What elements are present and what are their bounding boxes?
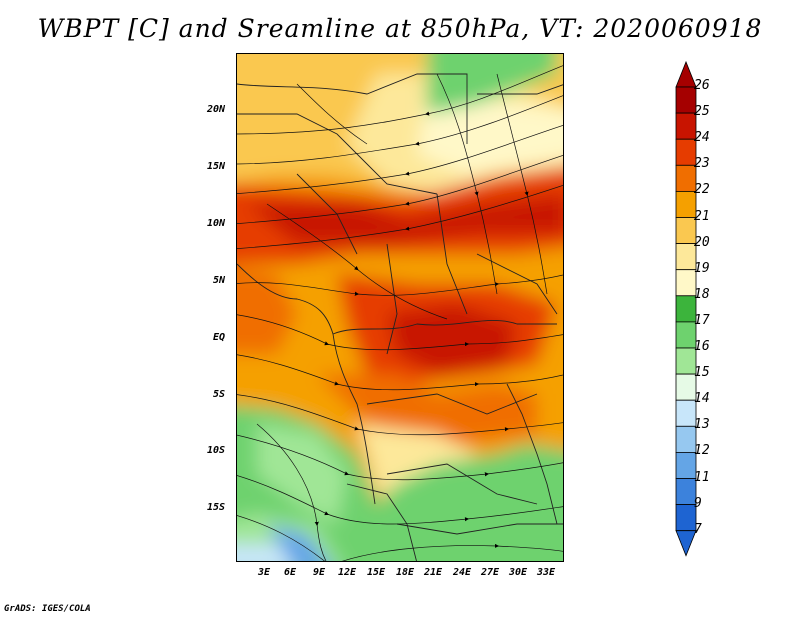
colorbar-label: 14	[694, 391, 710, 407]
colorbar-label: 7	[694, 521, 702, 537]
lat-label: 15S	[207, 502, 226, 513]
colorbar-swatch	[675, 451, 697, 479]
lon-label: 33E	[537, 567, 556, 578]
colorbar-label: 16	[694, 339, 710, 354]
lon-label: 18E	[396, 567, 415, 578]
colorbar-swatch	[675, 321, 697, 349]
colorbar-swatch	[675, 347, 697, 375]
lat-label: EQ	[213, 332, 226, 343]
colorbar-label: 23	[694, 156, 710, 172]
colorbar-swatch	[675, 112, 697, 140]
grads-credit: GrADS: IGES/COLA	[4, 604, 91, 614]
lat-label: 15N	[207, 161, 226, 172]
colorbar-swatch	[675, 164, 697, 192]
plot-title: WBPT [C] and Sreamline at 850hPa, VT: 20…	[37, 14, 763, 43]
colorbar-top-arrow	[675, 60, 697, 88]
streamlines	[237, 65, 563, 561]
colorbar-swatch	[675, 243, 697, 271]
lon-label: 24E	[453, 567, 472, 578]
lon-label: 3E	[258, 567, 271, 578]
colorbar-swatch	[675, 190, 697, 218]
colorbar-label: 18	[694, 286, 710, 302]
colorbar-swatch	[675, 217, 697, 245]
colorbar-bottom-arrow	[675, 530, 697, 557]
colorbar-swatch	[675, 425, 697, 453]
weather-map	[236, 53, 564, 562]
colorbar-swatch	[675, 399, 697, 427]
colorbar-label: 20	[694, 234, 710, 250]
colorbar-label: 22	[694, 182, 710, 198]
map-field	[237, 54, 563, 561]
colorbar-swatch	[675, 373, 697, 401]
lon-label: 6E	[284, 567, 297, 578]
lon-label: 15E	[367, 567, 386, 578]
lat-label: 20N	[207, 104, 226, 115]
colorbar-swatch	[675, 138, 697, 166]
colorbar-label: 13	[694, 417, 710, 433]
lat-label: 10N	[207, 218, 226, 229]
lon-label: 21E	[424, 567, 443, 578]
colorbar-label: 25	[694, 104, 710, 120]
country-borders	[237, 73, 563, 561]
lon-label: 30E	[509, 567, 528, 578]
colorbar-label: 9	[694, 495, 702, 511]
lat-label: 5S	[213, 389, 226, 400]
colorbar	[675, 60, 697, 557]
lon-label: 9E	[313, 567, 326, 578]
colorbar-label: 12	[694, 443, 710, 459]
lon-label: 12E	[338, 567, 357, 578]
colorbar-swatch	[675, 269, 697, 297]
colorbar-swatch	[675, 478, 697, 506]
colorbar-swatch	[675, 295, 697, 323]
colorbar-label: 15	[694, 365, 710, 381]
colorbar-label: 26	[694, 78, 710, 93]
lat-label: 10S	[207, 445, 226, 456]
lat-label: 5N	[213, 275, 226, 286]
colorbar-label: 21	[694, 208, 710, 224]
colorbar-swatch	[675, 86, 697, 114]
temperature-field	[237, 54, 563, 561]
colorbar-label: 24	[694, 130, 710, 146]
lon-label: 27E	[481, 567, 500, 578]
colorbar-swatch	[675, 504, 697, 532]
colorbar-label: 11	[694, 469, 710, 485]
colorbar-label: 19	[694, 260, 710, 276]
colorbar-label: 17	[694, 312, 710, 328]
